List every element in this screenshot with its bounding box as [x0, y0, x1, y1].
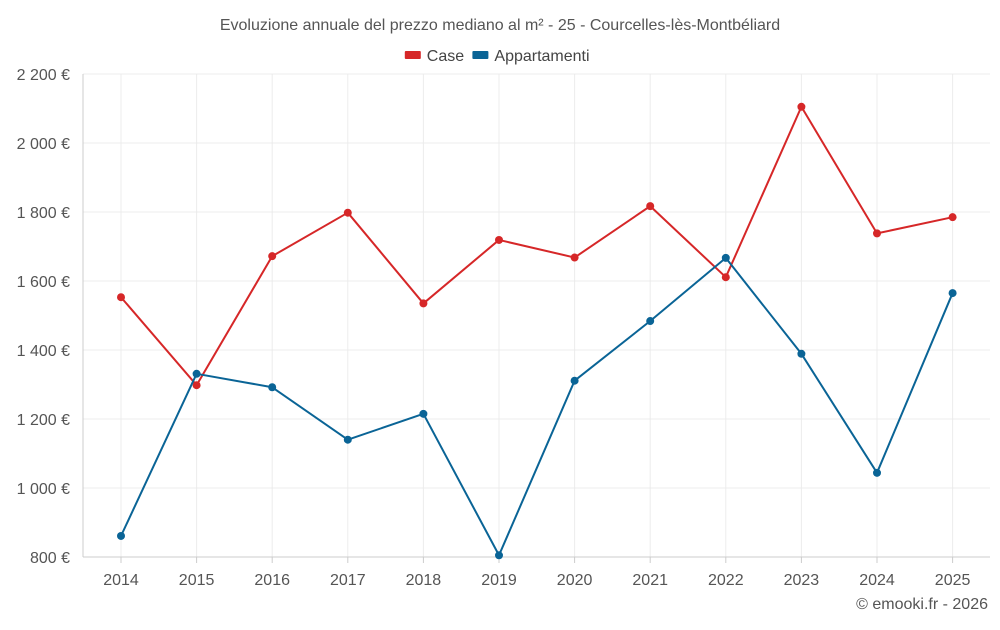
legend-swatch-appartamenti — [472, 51, 489, 59]
y-tick-label: 800 € — [30, 550, 70, 567]
x-tick-label: 2022 — [708, 572, 744, 589]
data-point-appartamenti — [721, 253, 730, 262]
data-point-appartamenti — [268, 383, 277, 392]
legend: Case Appartamenti — [404, 48, 590, 65]
series-case — [117, 102, 957, 390]
data-point-appartamenti — [797, 349, 806, 358]
x-tick-label: 2017 — [330, 572, 366, 589]
x-tick-label: 2015 — [179, 572, 215, 589]
x-tick-label: 2018 — [406, 572, 442, 589]
data-point-case — [495, 235, 503, 244]
legend-item-case[interactable]: Case — [404, 48, 464, 65]
data-point-case — [117, 293, 125, 302]
y-tick-label: 1 600 € — [17, 274, 70, 291]
data-point-appartamenti — [419, 409, 428, 418]
data-point-appartamenti — [646, 317, 655, 326]
x-tick-label: 2021 — [632, 572, 668, 589]
y-tick-label: 1 200 € — [17, 412, 70, 429]
legend-item-appartamenti[interactable]: Appartamenti — [472, 48, 590, 65]
chart-title: Evoluzione annuale del prezzo mediano al… — [220, 17, 780, 34]
series-line-case — [120, 105, 953, 387]
data-point-case — [343, 208, 352, 217]
series-appartamenti — [117, 253, 957, 560]
data-point-appartamenti — [570, 376, 579, 385]
data-point-case — [646, 202, 655, 211]
data-point-case — [192, 381, 201, 390]
data-point-case — [268, 252, 277, 261]
y-tick-label: 1 000 € — [17, 481, 70, 498]
data-point-case — [419, 299, 428, 308]
legend-label-appartamenti: Appartamenti — [494, 48, 589, 65]
data-point-appartamenti — [117, 531, 125, 540]
x-tick-label: 2024 — [859, 572, 895, 589]
x-tick-label: 2019 — [481, 572, 517, 589]
y-axis: 800 € 1 000 € 1 200 € 1 400 € 1 600 € 1 800 €… — [17, 67, 84, 567]
y-tick-label: 2 200 € — [17, 67, 70, 84]
credit-text: © emooki.fr - 2026 — [856, 596, 988, 613]
x-tick-label: 2023 — [784, 572, 820, 589]
x-tick-label: 2025 — [935, 572, 971, 589]
data-point-case — [570, 253, 579, 262]
data-point-case — [873, 229, 881, 238]
data-point-case — [721, 273, 730, 282]
data-point-appartamenti — [343, 435, 352, 444]
data-point-appartamenti — [873, 468, 881, 477]
legend-swatch-case — [404, 51, 421, 59]
x-tick-label: 2016 — [254, 572, 290, 589]
data-point-case — [797, 102, 806, 111]
y-tick-label: 2 000 € — [17, 136, 70, 153]
data-point-appartamenti — [192, 369, 201, 378]
series-group — [117, 102, 957, 560]
data-point-appartamenti — [495, 551, 503, 560]
x-axis: 2014 2015 2016 2017 2018 2019 2020 2021 2022 2023… — [83, 556, 990, 589]
x-tick-label: 2014 — [103, 572, 139, 589]
series-line-appartamenti — [120, 256, 954, 557]
legend-label-case: Case — [427, 48, 464, 65]
y-tick-label: 1 800 € — [17, 205, 70, 222]
data-point-appartamenti — [948, 289, 957, 298]
data-point-case — [948, 213, 957, 222]
y-tick-label: 1 400 € — [17, 343, 70, 360]
x-tick-label: 2020 — [557, 572, 593, 589]
grid — [83, 73, 990, 557]
